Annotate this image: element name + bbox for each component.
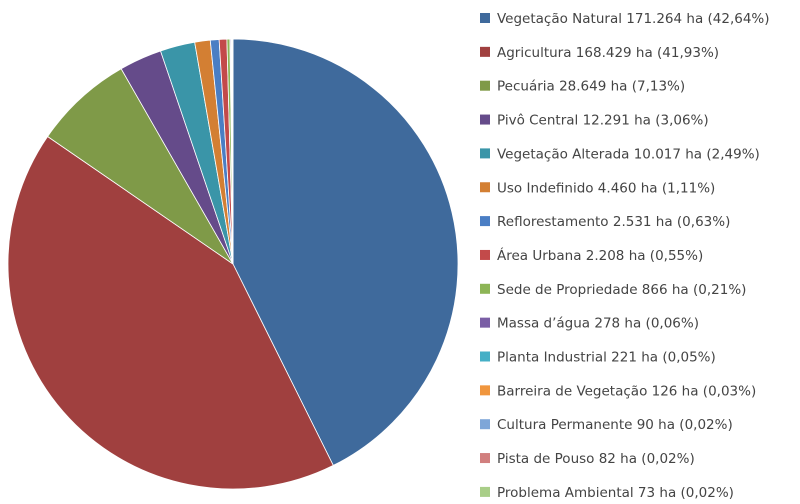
legend-swatch bbox=[480, 46, 490, 57]
legend-swatch bbox=[480, 148, 490, 159]
legend-label: Pivô Central 12.291 ha (3,06%) bbox=[497, 113, 709, 129]
legend-swatch bbox=[480, 182, 490, 193]
legend-swatch bbox=[480, 453, 490, 464]
legend-label: Pista de Pouso 82 ha (0,02%) bbox=[497, 451, 695, 467]
legend-label: Vegetação Natural 171.264 ha (42,64%) bbox=[497, 11, 770, 27]
legend-label: Vegetação Alterada 10.017 ha (2,49%) bbox=[497, 146, 760, 162]
legend-label: Cultura Permanente 90 ha (0,02%) bbox=[497, 417, 733, 433]
legend-swatch bbox=[480, 385, 490, 396]
legend-swatch bbox=[480, 351, 490, 362]
legend-swatch bbox=[480, 216, 490, 227]
legend-label: Barreira de Vegetação 126 ha (0,03%) bbox=[497, 383, 756, 399]
legend-label: Área Urbana 2.208 ha (0,55%) bbox=[497, 247, 703, 264]
legend-label: Agricultura 168.429 ha (41,93%) bbox=[497, 45, 719, 61]
legend-swatch bbox=[480, 317, 490, 328]
pie-slice bbox=[232, 38, 459, 466]
legend-swatch bbox=[480, 419, 490, 430]
legend-label: Pecuária 28.649 ha (7,13%) bbox=[497, 79, 685, 95]
legend-label: Planta Industrial 221 ha (0,05%) bbox=[497, 350, 716, 366]
legend-label: Uso Indefinido 4.460 ha (1,11%) bbox=[497, 180, 715, 196]
legend-label: Reflorestamento 2.531 ha (0,63%) bbox=[497, 214, 730, 230]
legend-swatch bbox=[480, 80, 490, 91]
pie-slice bbox=[47, 68, 234, 265]
legend-swatch bbox=[480, 486, 490, 497]
legend-label: Problema Ambiental 73 ha (0,02%) bbox=[497, 485, 734, 501]
legend-swatch bbox=[480, 249, 490, 260]
legend-swatch bbox=[480, 13, 490, 23]
legend-label: Massa d’água 278 ha (0,06%) bbox=[497, 316, 699, 332]
legend-label: Sede de Propriedade 866 ha (0,21%) bbox=[497, 282, 746, 298]
pie-slice bbox=[7, 135, 334, 490]
legend-swatch bbox=[480, 283, 490, 294]
legend-swatch bbox=[480, 114, 490, 125]
